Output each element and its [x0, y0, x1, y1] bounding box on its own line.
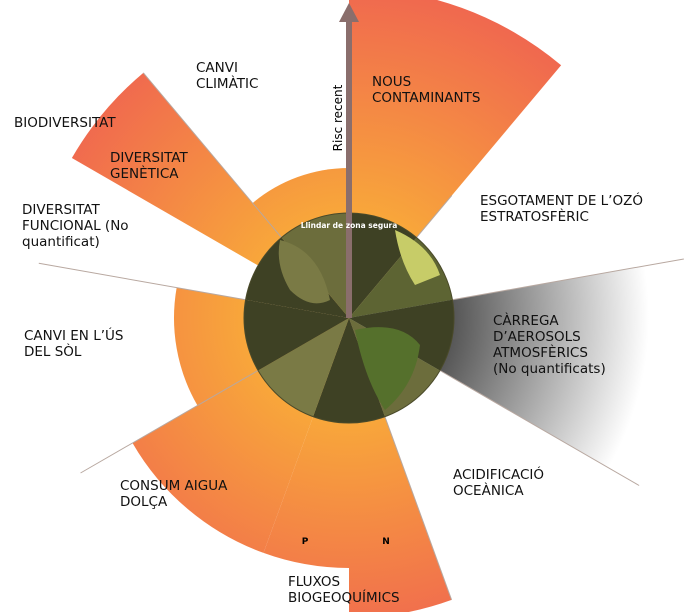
boundary-label: DOLÇA: [120, 494, 168, 510]
boundary-label: DIVERSITAT: [22, 202, 100, 218]
separator: [384, 416, 453, 601]
labels: Risc recent Llindar de zona segura CANVICL…: [14, 60, 643, 606]
boundary-label: DIVERSITAT: [110, 150, 188, 166]
land: [278, 240, 330, 304]
separator: [416, 195, 453, 238]
globe-sector: [313, 318, 385, 423]
boundary-label: D’AEROSOLS: [493, 329, 581, 345]
globe: [243, 3, 455, 424]
boundary-label: BIODIVERSITAT: [14, 115, 116, 131]
globe-sector: [243, 299, 349, 371]
land: [395, 230, 440, 285]
flux-marker: N: [382, 537, 390, 547]
separator: [38, 262, 246, 301]
boundary-label: NOUS: [372, 74, 411, 90]
boundary-label: ESGOTAMENT DE L’OZÓ: [480, 191, 643, 209]
boundary-label: CANVI: [196, 60, 238, 76]
boundary-label: ATMOSFÈRICS: [493, 344, 588, 361]
threshold-label: Llindar de zona segura: [301, 221, 398, 230]
boundary-label: CLIMÀTIC: [196, 75, 258, 92]
boundary-label: (No quantificats): [493, 361, 606, 377]
boundary-label: ESTRATOSFÈRIC: [480, 208, 589, 225]
boundary-label: DEL SÒL: [24, 342, 82, 360]
boundary-label: quantificat): [22, 234, 100, 250]
separator: [80, 370, 259, 474]
boundary-label: BIOGEOQUÍMICS: [288, 589, 400, 606]
boundary-label: CÀRREGA: [493, 312, 559, 329]
globe-sector: [258, 318, 349, 417]
separator: [452, 258, 684, 301]
land: [355, 327, 420, 410]
separator: [142, 72, 282, 238]
boundary-label: OCEÀNICA: [453, 482, 524, 499]
boundary-label: CANVI EN L’ÚS: [24, 326, 123, 344]
separator: [439, 370, 640, 486]
boundary-label: FLUXOS: [288, 574, 340, 590]
boundary-label: GENÈTICA: [110, 165, 179, 182]
boundary-label: CONSUM AIGUA: [120, 478, 228, 494]
boundary-label: FUNCIONAL (No: [22, 218, 129, 234]
boundary-label: CONTAMINANTS: [372, 90, 480, 106]
risk-arrow-shaft: [346, 20, 352, 318]
flux-marker: P: [302, 537, 309, 547]
arrow-label: Risc recent: [331, 84, 345, 151]
separators: [38, 72, 684, 601]
risk-arrow-head: [339, 3, 359, 22]
boundary-label: ACIDIFICACIÓ: [453, 465, 544, 483]
